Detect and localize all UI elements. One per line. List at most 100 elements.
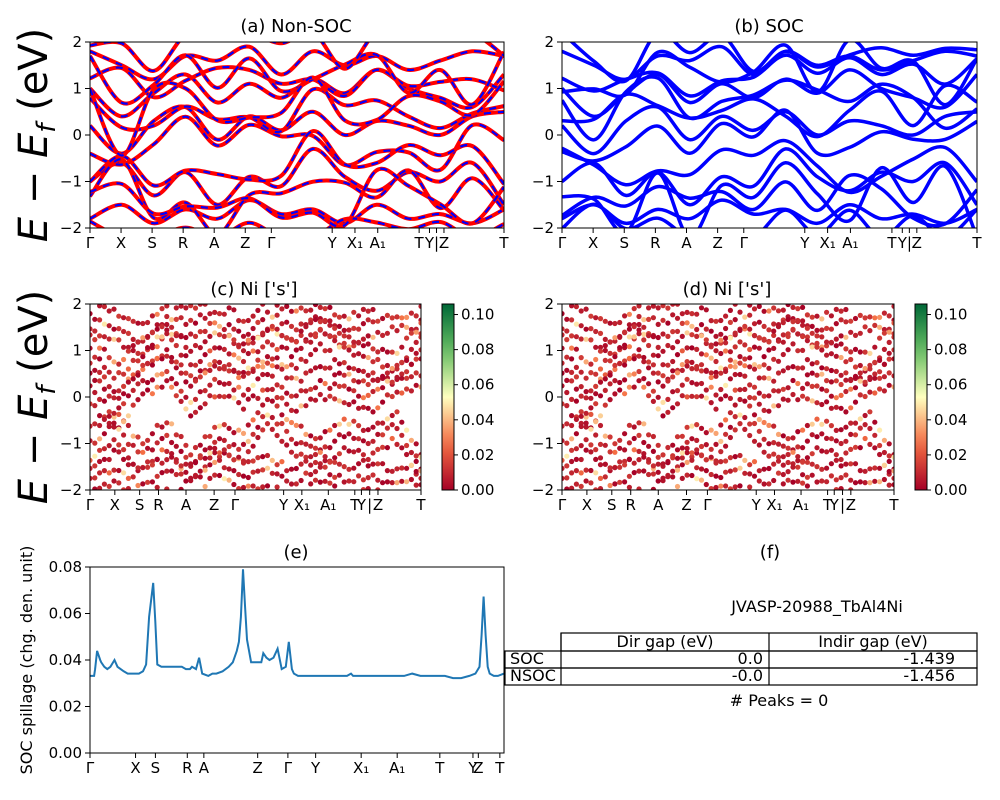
- projection-point: [332, 312, 338, 318]
- projection-point: [727, 395, 733, 401]
- projection-point: [737, 412, 743, 418]
- projection-point: [169, 324, 175, 330]
- projection-point: [269, 342, 275, 348]
- y-tick-label: 0.04: [49, 651, 82, 669]
- projection-point: [145, 437, 151, 443]
- projection-point: [192, 333, 199, 339]
- projection-point: [90, 465, 93, 471]
- projection-point: [785, 365, 791, 371]
- projection-point: [708, 328, 714, 334]
- projection-point: [689, 450, 695, 456]
- table-row-soc-dir: 0.0: [738, 649, 763, 668]
- projection-point: [641, 384, 647, 390]
- projection-point: [145, 445, 151, 451]
- projection-point: [125, 486, 131, 490]
- projection-point: [164, 468, 170, 474]
- projection-point: [843, 461, 849, 467]
- projection-point: [679, 433, 685, 439]
- projection-point: [121, 419, 127, 425]
- projection-point: [207, 475, 213, 481]
- projection-point: [159, 470, 165, 476]
- y-tick-label: −1: [532, 435, 554, 453]
- projection-point: [573, 398, 579, 404]
- projection-point: [795, 478, 801, 484]
- projection-point: [169, 468, 175, 474]
- projection-point: [809, 344, 815, 350]
- band-line: [90, 199, 504, 225]
- projection-point: [231, 307, 237, 313]
- projection-point: [197, 455, 203, 461]
- projection-point: [742, 373, 748, 379]
- projection-point: [231, 442, 237, 448]
- projection-point: [617, 479, 623, 485]
- projection-point: [327, 318, 333, 324]
- projection-point: [221, 346, 227, 352]
- table-row-nsoc-dir: -0.0: [732, 666, 763, 685]
- projection-point: [202, 315, 208, 321]
- projection-point: [245, 337, 251, 343]
- projection-point: [269, 426, 275, 432]
- projection-point: [245, 396, 251, 402]
- projection-point: [413, 468, 419, 475]
- projection-point: [732, 317, 738, 323]
- projection-point: [293, 465, 299, 472]
- projection-point: [838, 372, 844, 378]
- projection-point: [121, 432, 127, 438]
- projection-point: [564, 453, 570, 459]
- projection-point: [125, 462, 131, 468]
- projection-point: [694, 346, 700, 352]
- projection-point: [298, 440, 304, 446]
- projection-point: [260, 427, 266, 433]
- projection-point: [365, 475, 371, 481]
- projection-point: [97, 485, 103, 490]
- projection-point: [418, 304, 421, 309]
- projection-point: [399, 445, 405, 451]
- projection-point: [351, 378, 357, 384]
- projection-point: [154, 334, 160, 340]
- projection-point: [178, 334, 184, 340]
- projection-point: [804, 372, 810, 378]
- projection-point: [852, 432, 859, 438]
- projection-point: [260, 304, 266, 307]
- projection-point: [723, 325, 729, 332]
- projection-point: [125, 413, 131, 419]
- projection-point: [173, 333, 179, 339]
- projection-point: [877, 324, 883, 330]
- projection-point: [872, 359, 878, 365]
- projection-point: [872, 375, 878, 381]
- projection-point: [389, 435, 395, 442]
- projection-point: [164, 331, 170, 337]
- projection-point: [106, 393, 112, 399]
- projection-point: [149, 329, 155, 335]
- projection-point: [308, 320, 314, 326]
- projection-point: [622, 362, 628, 368]
- projection-point: [723, 417, 729, 423]
- projection-point: [135, 381, 141, 387]
- projection-point: [679, 455, 685, 461]
- projection-point: [723, 313, 729, 319]
- projection-point: [679, 333, 685, 339]
- projection-point: [800, 459, 806, 465]
- projection-point: [641, 324, 647, 330]
- projection-point: [121, 383, 127, 389]
- projection-point: [97, 369, 103, 375]
- projection-point: [828, 405, 834, 411]
- projection-point: [751, 420, 758, 427]
- projection-point: [588, 411, 594, 417]
- projection-point: [130, 343, 136, 349]
- projection-point: [795, 380, 801, 387]
- projection-point: [274, 432, 280, 439]
- band-line: [90, 129, 504, 188]
- projection-point: [375, 318, 381, 324]
- projection-point: [418, 482, 421, 488]
- projection-point: [684, 450, 690, 456]
- projection-point: [399, 432, 405, 438]
- projection-point: [207, 382, 213, 388]
- projection-point: [569, 345, 575, 351]
- projection-point: [698, 466, 705, 472]
- projection-point: [588, 405, 594, 411]
- projection-point: [192, 362, 199, 368]
- projection-point: [264, 387, 271, 393]
- projection-point: [260, 484, 266, 490]
- projection-point: [221, 476, 227, 482]
